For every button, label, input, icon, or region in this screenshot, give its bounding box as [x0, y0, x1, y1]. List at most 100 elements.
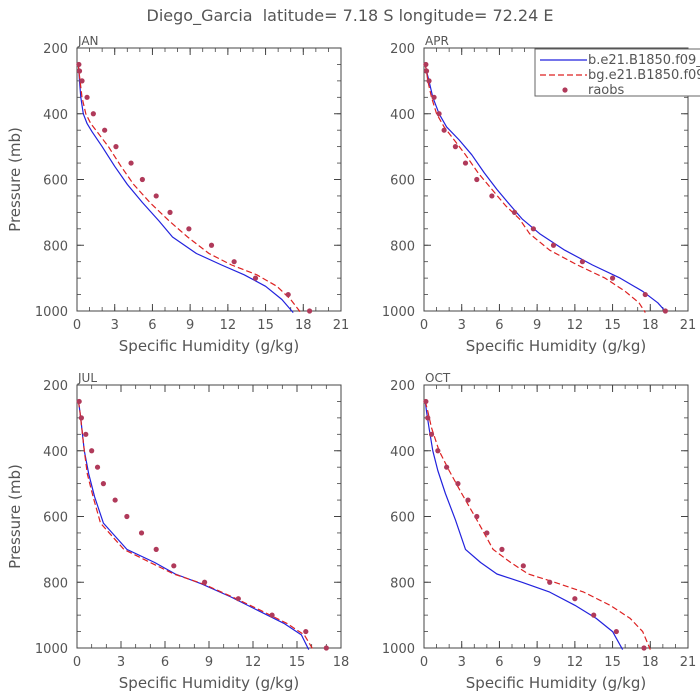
chart-apr-xtick-label: 18 [642, 318, 659, 333]
chart-oct-xtick-label: 6 [495, 655, 503, 670]
chart-jan-series-raobs-point [306, 308, 313, 314]
chart-jul-panel-label: JUL [77, 371, 97, 385]
chart-jan-series-model1-line [77, 64, 294, 313]
chart-apr-xtick-label: 3 [458, 318, 466, 333]
chart-oct-ytick-label: 800 [390, 576, 415, 591]
chart-oct-series-raobs-point [474, 513, 480, 520]
chart-jul-ytick-label: 400 [43, 445, 68, 460]
chart-apr-series-raobs-point [511, 209, 518, 215]
chart-oct-panel-label: OCT [425, 371, 451, 385]
chart-oct-xtick-label: 3 [458, 655, 466, 670]
chart-apr-ytick-label: 800 [390, 239, 415, 254]
chart-apr-series-raobs-point [474, 176, 480, 183]
chart-oct-frame [423, 384, 689, 649]
chart-jan-series-raobs-point [285, 291, 291, 298]
chart-apr-xtick-label: 6 [495, 318, 503, 333]
chart-oct-series-raobs-point [572, 596, 578, 602]
chart-apr-series-raobs-point [642, 291, 648, 298]
chart-jan-series-raobs-point [76, 68, 83, 74]
chart-apr-series-raobs-point [489, 193, 495, 199]
chart-jan-series-raobs-point [167, 209, 173, 215]
chart-jul-ytick-label: 200 [43, 379, 68, 394]
chart-oct-series-raobs-point [591, 612, 597, 618]
chart-oct-series-raobs-point [444, 464, 450, 470]
chart-jan-series-raobs-point [208, 242, 215, 248]
chart-apr-ytick-label: 1000 [382, 305, 415, 320]
chart-jul-xtick-label: 18 [333, 655, 350, 670]
chart-apr-series-raobs-point [431, 94, 437, 100]
chart-apr-series-raobs-point [436, 111, 442, 117]
chart-apr-series-raobs-point [579, 259, 586, 265]
chart-apr-series-raobs-point [609, 275, 616, 281]
chart-jul-series-raobs-point [83, 431, 89, 437]
chart-jan-series-raobs-point [90, 111, 96, 117]
chart-jan-series-raobs-point [79, 78, 85, 84]
chart-apr-xtick-label: 15 [604, 318, 621, 333]
figure-title: Diego_Garcia latitude= 7.18 S longitude=… [147, 6, 554, 26]
chart-apr-series-raobs-point [452, 144, 459, 150]
chart-apr-ytick-label: 400 [390, 108, 415, 123]
chart-oct-xtick-label: 0 [420, 655, 428, 670]
chart-jul-series-raobs-point [303, 628, 309, 635]
chart-jul-series-raobs-point [112, 497, 118, 503]
chart-apr-series-raobs-point [550, 242, 557, 248]
chart-jul-ylabel: Pressure (mb) [6, 464, 24, 569]
chart-jan-series-raobs-point [128, 160, 134, 166]
chart-jul-ytick-label: 1000 [35, 642, 68, 657]
chart-apr-series-raobs-point [662, 308, 668, 314]
chart-jan-series-raobs-point [186, 226, 192, 232]
chart-jul-xtick-label: 6 [161, 655, 169, 670]
chart-oct-ytick-label: 600 [390, 511, 415, 526]
chart-jan-xtick-label: 12 [220, 318, 237, 333]
chart-jul-series-raobs-point [76, 398, 82, 405]
chart-oct-series-raobs-point [435, 448, 441, 454]
chart-jan-xtick-label: 6 [148, 318, 156, 333]
chart-apr-xtick-label: 9 [533, 318, 541, 333]
chart-apr-ytick-label: 600 [390, 174, 415, 189]
legend-label-model1: b.e21.B1850.f09_ [588, 53, 700, 68]
chart-jul-xtick-label: 9 [205, 655, 213, 670]
chart-jul-ytick-label: 600 [43, 511, 68, 526]
chart-oct-xtick-label: 12 [567, 655, 584, 670]
chart-apr-panel-label: APR [425, 34, 449, 48]
chart-jan-ylabel: Pressure (mb) [6, 127, 24, 232]
chart-jan-series-raobs-point [252, 275, 259, 281]
chart-jul-series-raobs-point [235, 596, 241, 602]
chart-apr-series-raobs-point [423, 61, 429, 68]
chart-jan-panel-label: JAN [77, 34, 99, 48]
chart-oct-ytick-label: 400 [390, 445, 415, 460]
chart-jul-series-raobs-point [124, 513, 130, 520]
chart-apr-xtick-label: 12 [567, 318, 584, 333]
chart-apr-series-raobs-point [530, 226, 536, 232]
chart-oct-ytick-label: 200 [390, 379, 415, 394]
chart-jul-frame [76, 384, 342, 649]
chart-oct-series-raobs-point [425, 415, 431, 421]
chart-apr-series-raobs-point [441, 127, 447, 133]
panel-apr: APR 0 3 6 9 12 15 18 21 200 400 600 800 1000 Specific … [382, 34, 696, 355]
legend-label-model2: bg.e21.B1850.f09 [588, 68, 700, 83]
chart-jul-series-raobs-point [94, 464, 101, 470]
chart-jan-series-raobs-point [153, 193, 159, 199]
chart-jan-xtick-label: 9 [186, 318, 194, 333]
chart-oct-series-raobs-point [484, 530, 490, 536]
chart-jan-xtick-label: 18 [295, 318, 312, 333]
chart-jan-series-raobs-point [102, 127, 108, 133]
chart-jan-xtick-label: 0 [73, 318, 81, 333]
chart-jul-xtick-label: 0 [73, 655, 81, 670]
chart-apr-xlabel: Specific Humidity (g/kg) [466, 337, 646, 355]
chart-oct-series-raobs-point [613, 628, 619, 635]
chart-jan-ytick-label: 1000 [35, 305, 68, 320]
chart-apr-series-raobs-point [462, 160, 469, 166]
chart-oct-series-raobs-point [465, 497, 471, 503]
chart-oct-xtick-label: 18 [642, 655, 659, 670]
chart-jul-series-raobs-point [153, 546, 159, 552]
chart-oct-xtick-label: 15 [604, 655, 621, 670]
chart-jul-series-raobs-point [78, 415, 84, 421]
chart-apr-series-model2-line [424, 64, 646, 313]
chart-jan-xlabel: Specific Humidity (g/kg) [119, 337, 299, 355]
chart-jul-xtick-label: 3 [117, 655, 125, 670]
chart-jul-series-raobs-point [138, 530, 145, 536]
chart-jan-xtick-label: 3 [111, 318, 119, 333]
chart-jul-series-raobs-point [100, 481, 106, 487]
